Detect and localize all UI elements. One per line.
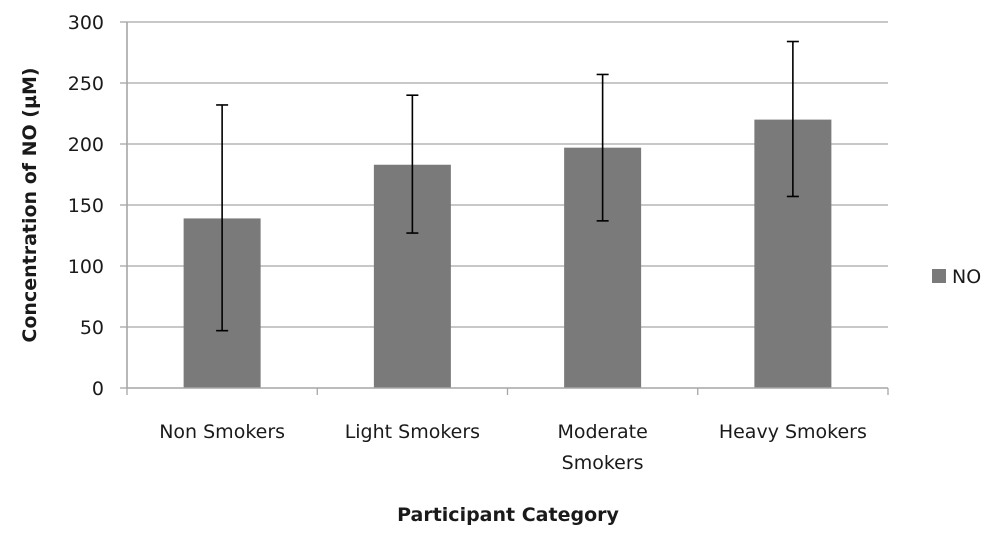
y-tick-label: 50 xyxy=(80,317,104,339)
y-tick-label: 0 xyxy=(92,378,104,400)
x-category-label-line: Heavy Smokers xyxy=(719,421,867,443)
y-tick-label: 200 xyxy=(68,134,104,156)
x-category-label-line: Non Smokers xyxy=(159,421,285,443)
y-tick-label: 150 xyxy=(68,195,104,217)
x-category-label: Light Smokers xyxy=(345,421,480,443)
x-category-label-line: Moderate xyxy=(557,421,647,443)
y-axis-title: Concentration of NO (µM) xyxy=(19,67,41,342)
y-tick-label: 250 xyxy=(68,73,104,95)
error-bars xyxy=(216,40,799,332)
legend: NO xyxy=(932,266,981,288)
x-category-label-line: Light Smokers xyxy=(345,421,480,443)
bars xyxy=(183,119,832,388)
y-tick-label: 100 xyxy=(68,256,104,278)
x-category-label: Heavy Smokers xyxy=(719,421,867,443)
axes xyxy=(120,21,889,395)
y-tick-label: 300 xyxy=(68,12,104,34)
x-category-label: Moderate Smokers xyxy=(557,421,647,474)
x-axis-title: Participant Category xyxy=(397,504,619,526)
y-axis-tick-labels: 0 50 100 150 200 250 300 xyxy=(68,12,104,400)
x-category-label-line: Smokers xyxy=(562,452,644,474)
x-category-label: Non Smokers xyxy=(159,421,285,443)
legend-label-no: NO xyxy=(952,266,981,288)
legend-swatch-no xyxy=(932,269,946,283)
x-axis-category-labels: Non Smokers Light Smokers Moderate Smokers H… xyxy=(159,421,867,474)
